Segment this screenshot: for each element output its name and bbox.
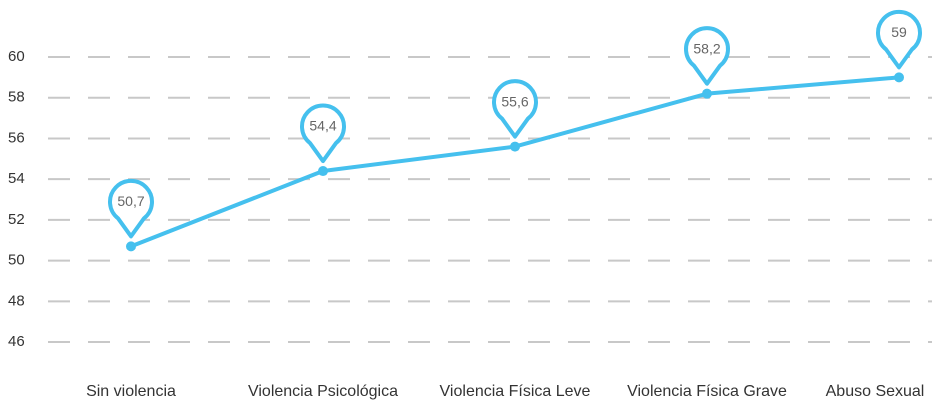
x-tick-label: Violencia Física Grave — [627, 383, 787, 400]
pin — [684, 26, 730, 86]
y-tick-label: 56 — [8, 129, 25, 146]
y-tick-label: 52 — [8, 211, 25, 228]
value-label: 59 — [891, 24, 907, 40]
pin — [108, 178, 154, 239]
y-tick-label: 50 — [8, 252, 25, 269]
value-label: 58,2 — [693, 40, 720, 56]
value-label: 50,7 — [117, 193, 144, 209]
pin — [876, 9, 922, 70]
point — [702, 88, 712, 99]
x-tick-label: Violencia Física Leve — [440, 383, 591, 400]
pin — [492, 79, 538, 139]
point — [126, 241, 136, 252]
y-tick-label: 48 — [8, 292, 25, 309]
x-tick-label: Sin violencia — [86, 383, 176, 400]
y-tick-label: 58 — [8, 89, 25, 106]
value-label: 55,6 — [501, 93, 528, 109]
y-tick-label: 54 — [8, 170, 25, 187]
x-tick-label: Abuso Sexual — [826, 383, 925, 400]
y-tick-label: 60 — [8, 48, 25, 65]
point — [894, 72, 904, 83]
point — [318, 166, 328, 177]
value-label: 54,4 — [309, 118, 336, 134]
y-tick-label: 46 — [8, 333, 25, 350]
pin — [300, 103, 346, 164]
x-tick-label: Violencia Psicológica — [248, 383, 398, 400]
point — [510, 141, 520, 152]
